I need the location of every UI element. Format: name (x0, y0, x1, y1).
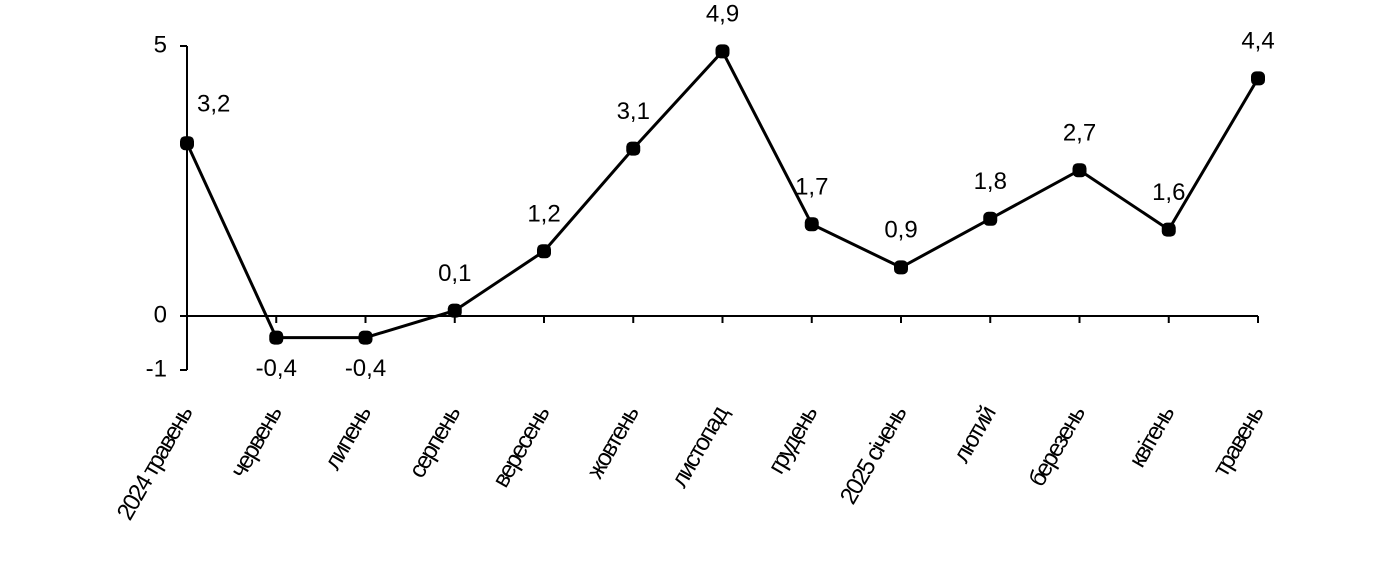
value-label: -0,4 (345, 355, 386, 382)
point (537, 244, 551, 259)
point (626, 141, 641, 156)
value-label: 0,9 (884, 217, 917, 244)
value-label: 3,2 (197, 91, 230, 118)
value-label: -0,4 (256, 355, 297, 382)
point (358, 330, 373, 345)
point (1072, 163, 1087, 178)
point (1251, 71, 1265, 86)
point (983, 211, 998, 226)
x-tick-label: серпень (404, 401, 467, 482)
point (180, 136, 194, 151)
value-label: 4,4 (1241, 28, 1274, 55)
point (894, 260, 908, 275)
value-label: 4,9 (706, 1, 739, 28)
x-tick-label: грудень (763, 401, 823, 478)
x-tick-label: квітень (1124, 401, 1180, 472)
point (447, 303, 462, 318)
x-tick-label: травень (1208, 401, 1270, 481)
x-tick-label: жовтень (582, 401, 645, 483)
x-tick-label: 2025 січень (835, 401, 913, 508)
value-label: 2,7 (1063, 120, 1096, 147)
y-tick-label: -1 (146, 355, 167, 382)
value-label: 1,8 (974, 168, 1007, 195)
point (269, 330, 284, 345)
x-tick-label: листопад (666, 401, 734, 492)
y-tick-label: 0 (154, 301, 167, 328)
point (1161, 222, 1176, 237)
value-label: 1,6 (1152, 179, 1185, 206)
y-tick-label: 5 (154, 31, 167, 58)
x-tick-label: лютий (948, 402, 1001, 467)
x-tick-label: вересень (487, 401, 555, 492)
value-label: 0,1 (438, 260, 471, 287)
x-tick-label: 2024 травень (112, 401, 199, 524)
series-line (185, 48, 1260, 340)
x-tick-label: липень (319, 401, 377, 474)
value-label: 1,2 (527, 201, 560, 228)
x-tick-label: червень (225, 401, 288, 482)
point (804, 217, 819, 232)
value-label: 3,1 (617, 98, 650, 125)
point (715, 44, 730, 59)
x-tick-label: березень (1023, 401, 1091, 491)
value-label: 1,7 (795, 174, 828, 201)
